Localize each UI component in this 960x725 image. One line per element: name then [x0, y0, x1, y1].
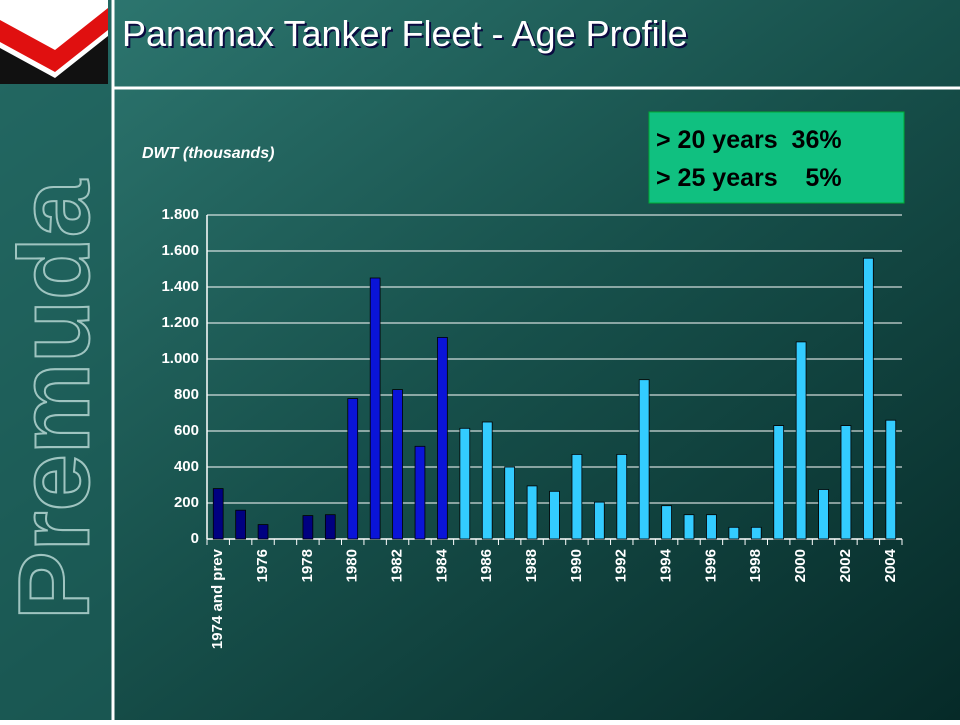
- y-tick-label: 200: [174, 494, 199, 511]
- bar: [750, 526, 762, 540]
- annotation: > 25 years 5%: [656, 164, 842, 192]
- bar: [773, 425, 785, 540]
- y-tick-label: 1.200: [161, 314, 199, 331]
- y-tick-label: 1.400: [161, 278, 199, 295]
- bar: [392, 389, 403, 540]
- x-tick-label: 1990: [568, 549, 585, 582]
- x-tick-label: 1998: [747, 549, 764, 582]
- title-shadow: Panamax Tanker Fleet - Age Profile: [124, 15, 690, 56]
- x-tick-label: 2000: [792, 549, 809, 582]
- y-axis-label: DWT (thousands): [142, 145, 274, 162]
- x-tick-label: 1984: [433, 548, 450, 582]
- bar: [885, 419, 897, 540]
- annotation-box: [648, 111, 905, 204]
- y-tick-label: 400: [174, 458, 199, 475]
- side-band: [0, 0, 113, 720]
- bar: [235, 509, 246, 540]
- bar: [324, 514, 336, 540]
- y-tick-label: 1.000: [161, 350, 199, 367]
- bar: [481, 421, 493, 540]
- y-tick-label: 1.800: [161, 206, 199, 223]
- bar: [347, 398, 359, 540]
- bar: [414, 445, 426, 540]
- x-tick-label: 2002: [837, 549, 854, 582]
- bar: [369, 277, 381, 540]
- bar: [616, 453, 628, 540]
- bar: [863, 257, 874, 540]
- plot: 0 200 400 600 800 1.000 1.200 1.400 1.600 1.800 19…: [161, 206, 903, 649]
- bar: [212, 488, 224, 540]
- bar: [437, 336, 448, 540]
- x-tick-label: 1980: [344, 549, 361, 582]
- bar: [504, 466, 515, 540]
- bar: [549, 490, 560, 540]
- x-tick-label: 1996: [702, 549, 719, 582]
- x-tick-label: 1994: [658, 548, 675, 582]
- y-tick-label: 0: [191, 530, 199, 547]
- bar: [706, 514, 717, 540]
- y-tick-label: 800: [174, 386, 199, 403]
- chart-title: Panamax Tanker Fleet - Age Profile: [122, 13, 688, 54]
- x-tick-label: 1976: [254, 549, 271, 582]
- logo-watermark: Premuda: [0, 179, 110, 620]
- bar: [571, 453, 583, 540]
- bar: [661, 505, 672, 540]
- bar: [526, 485, 538, 540]
- bar: [728, 526, 740, 540]
- annotation: > 20 years 36%: [656, 126, 842, 154]
- bar: [818, 489, 829, 540]
- logo: [0, 0, 108, 84]
- bar: [302, 515, 314, 540]
- y-tick-label: 1.600: [161, 242, 199, 259]
- bar: [795, 341, 807, 540]
- x-tick-label: 1988: [523, 549, 540, 582]
- x-tick-label: 1982: [389, 549, 406, 582]
- x-tick-label: 1978: [299, 549, 316, 582]
- x-tick-label: 1974 and prev: [209, 548, 226, 649]
- y-tick-label: 600: [174, 422, 199, 439]
- x-tick-label: 1992: [613, 549, 630, 582]
- bar: [683, 514, 695, 540]
- x-tick-label: 2004: [882, 548, 899, 582]
- bar: [840, 425, 852, 540]
- bar: [594, 501, 605, 540]
- x-tick-label: 1986: [478, 549, 495, 582]
- bar: [459, 427, 471, 540]
- bar: [257, 524, 269, 540]
- bar: [638, 379, 650, 540]
